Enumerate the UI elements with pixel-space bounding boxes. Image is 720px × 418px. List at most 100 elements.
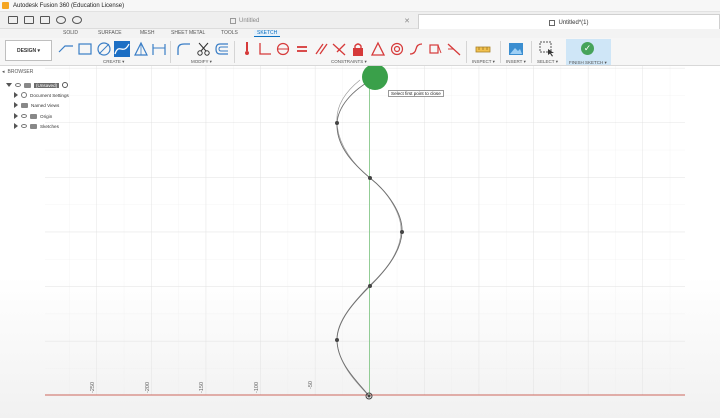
- ribbon-tabs: SOLID SURFACE MESH SHEET METAL TOOLS SKE…: [0, 29, 720, 38]
- component-icon: [24, 82, 31, 88]
- ribbon-separator: [466, 41, 467, 63]
- tab-sheet-metal[interactable]: SHEET METAL: [171, 30, 206, 36]
- axis-tick-label: -150: [199, 381, 205, 393]
- workspace-switcher-button[interactable]: DESIGN ▾: [5, 40, 52, 61]
- line-tool-icon[interactable]: [58, 41, 74, 57]
- ribbon-separator: [170, 41, 171, 63]
- triangle-tool-icon[interactable]: [133, 41, 149, 57]
- perpendicular-constraint-icon[interactable]: [331, 41, 347, 57]
- dimension-tool-icon[interactable]: [151, 41, 167, 57]
- finish-sketch-button[interactable]: ✓ FINISH SKETCH ▾: [566, 39, 611, 65]
- document-tab-bar: Untitled ✕ Untitled*(1): [0, 12, 720, 30]
- browser-item-sketches[interactable]: Sketches: [14, 122, 59, 130]
- constraints-group-label[interactable]: CONSTRAINTS ▾: [331, 59, 367, 64]
- rectangle-tool-icon[interactable]: [77, 41, 93, 57]
- collapse-icon[interactable]: ◂: [2, 69, 5, 75]
- collinear-constraint-icon[interactable]: [257, 41, 273, 57]
- tab-solid[interactable]: SOLID: [63, 30, 79, 36]
- fusion-app-icon: [2, 2, 9, 9]
- origin-point-center: [367, 394, 371, 398]
- select-window-icon[interactable]: [539, 41, 555, 57]
- visibility-eye-icon[interactable]: [21, 124, 27, 128]
- symmetry-constraint-icon[interactable]: [427, 41, 443, 57]
- expand-arrow-icon[interactable]: [14, 123, 18, 129]
- activate-radio-icon[interactable]: [62, 82, 69, 88]
- visibility-eye-icon[interactable]: [21, 114, 27, 118]
- spline-tool-icon[interactable]: [114, 41, 130, 57]
- spline-fit-point: [335, 121, 339, 125]
- modify-group-label[interactable]: MODIFY ▾: [191, 59, 212, 64]
- ribbon-separator: [531, 41, 532, 63]
- expand-arrow-icon[interactable]: [14, 92, 18, 98]
- browser-item-named-views[interactable]: Named Views: [14, 101, 59, 109]
- tab-mesh[interactable]: MESH: [140, 30, 155, 36]
- expand-arrow-icon[interactable]: [14, 102, 18, 108]
- browser-item-document-settings[interactable]: Document Settings: [14, 91, 69, 99]
- spline-fit-point: [335, 338, 339, 342]
- spline-fit-point: [368, 176, 372, 180]
- fillet-tool-icon[interactable]: [176, 41, 192, 57]
- create-group-label[interactable]: CREATE ▾: [103, 59, 125, 64]
- sketch-canvas[interactable]: -250 -200 -150 -100 -50: [0, 66, 720, 418]
- circle-tool-icon[interactable]: [96, 41, 112, 57]
- tab-tools[interactable]: TOOLS: [221, 30, 238, 36]
- folder-icon: [30, 123, 37, 129]
- window-title: Autodesk Fusion 360 (Education License): [13, 2, 125, 9]
- axis-tick-label: -100: [254, 381, 260, 393]
- concentric-constraint-icon[interactable]: [275, 41, 291, 57]
- file-menu-icon[interactable]: [24, 16, 34, 24]
- document-icon: [230, 18, 236, 24]
- browser-header[interactable]: ◂ BROWSER: [2, 69, 34, 75]
- folder-icon: [21, 102, 28, 108]
- ribbon-toolbar: DESIGN ▾ CREATE ▾ MODIFY ▾: [0, 38, 720, 66]
- axis-tick-label: -250: [90, 381, 96, 393]
- document-tab-active-label: Untitled*(1): [558, 19, 589, 26]
- coincident-constraint-icon[interactable]: [239, 41, 255, 57]
- midpoint-constraint-icon[interactable]: [370, 41, 386, 57]
- parallel-constraint-icon[interactable]: [313, 41, 329, 57]
- redo-icon[interactable]: [72, 16, 82, 24]
- close-tab-icon[interactable]: ✕: [404, 18, 410, 25]
- ribbon-separator: [234, 41, 235, 63]
- undo-icon[interactable]: [56, 16, 66, 24]
- smooth-constraint-icon[interactable]: [408, 41, 424, 57]
- origin-point: [365, 392, 373, 400]
- spline-fit-point: [368, 284, 372, 288]
- title-bar: Autodesk Fusion 360 (Education License): [0, 0, 720, 12]
- tangent-constraint-icon[interactable]: [389, 41, 405, 57]
- close-point-marker: [362, 66, 388, 90]
- save-icon[interactable]: [40, 16, 50, 24]
- fix-lock-icon[interactable]: [350, 41, 366, 57]
- data-panel-icon[interactable]: [8, 16, 18, 24]
- insert-group-label[interactable]: INSERT ▾: [506, 59, 526, 64]
- finish-sketch-label: FINISH SKETCH ▾: [569, 60, 607, 65]
- expand-arrow-icon[interactable]: [14, 113, 18, 119]
- inspect-group-label[interactable]: INSPECT ▾: [472, 59, 495, 64]
- sketch-grid: [45, 66, 685, 400]
- insert-image-icon[interactable]: [508, 41, 524, 57]
- folder-icon: [30, 113, 37, 119]
- axis-tick-label: -200: [145, 381, 151, 393]
- expand-arrow-icon[interactable]: [6, 83, 12, 87]
- settings-gear-icon: [21, 92, 27, 98]
- ribbon-separator: [500, 41, 501, 63]
- browser-panel: ◂ BROWSER (Unsaved) Document Settings Na…: [0, 67, 130, 137]
- browser-item-origin[interactable]: Origin: [14, 112, 52, 120]
- spline-fit-point: [400, 230, 404, 234]
- equal-constraint-icon[interactable]: [294, 41, 310, 57]
- offset-tool-icon[interactable]: [214, 41, 230, 57]
- checkmark-icon: ✓: [581, 42, 594, 55]
- trim-scissors-icon[interactable]: [196, 41, 212, 57]
- horizontal-vertical-constraint-icon[interactable]: [446, 41, 462, 57]
- tab-sketch[interactable]: SKETCH: [254, 30, 281, 37]
- select-group-label[interactable]: SELECT ▾: [537, 59, 558, 64]
- close-point-tooltip: Select first point to close: [388, 90, 444, 97]
- browser-root-row[interactable]: (Unsaved): [6, 81, 69, 89]
- visibility-eye-icon[interactable]: [15, 83, 21, 87]
- quick-access-toolbar: [8, 16, 82, 24]
- tab-surface[interactable]: SURFACE: [98, 30, 122, 36]
- document-tab-active[interactable]: Untitled*(1): [418, 14, 720, 30]
- document-tab-untitled[interactable]: Untitled ✕: [230, 15, 410, 27]
- document-tab-label: Untitled: [239, 18, 260, 24]
- measure-tool-icon[interactable]: [475, 41, 491, 57]
